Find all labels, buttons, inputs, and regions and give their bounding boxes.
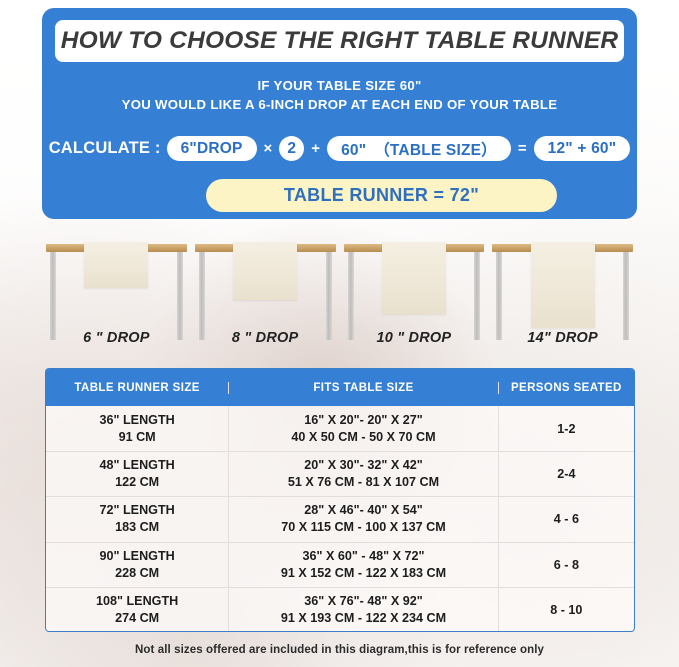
hero-subtitle-line-1: IF YOUR TABLE SIZE 60": [257, 78, 422, 93]
runner-size-cm: 274 CM: [115, 610, 160, 625]
cell-persons-seated: 2-4: [499, 452, 634, 496]
cell-fits-table-size: 36" X 76"- 48" X 92" 91 X 193 CM - 122 X …: [228, 587, 499, 631]
tabletop-left: [46, 244, 104, 252]
table-row: 90" LENGTH 228 CM 36" X 60" - 48" X 72" 91 …: [46, 541, 634, 587]
cell-runner-size: 36" LENGTH 91 CM: [46, 406, 228, 451]
cell-persons-seated: 1-2: [499, 406, 634, 451]
cell-runner-size: 72" LENGTH 183 CM: [46, 497, 228, 541]
size-chart-table: TABLE RUNNER SIZE FITS TABLE SIZE PERSON…: [45, 368, 635, 632]
table-row: 48" LENGTH 122 CM 20" X 30"- 32" X 42" 51 X…: [46, 451, 634, 497]
table-body: 36" LENGTH 91 CM 16" X 20"- 20" X 27" 40 X …: [46, 406, 634, 631]
table-runner-cloth: [381, 242, 446, 314]
hero-title-box: HOW TO CHOOSE THE RIGHT TABLE RUNNER: [55, 20, 624, 62]
table-runner-cloth: [233, 242, 298, 300]
runner-size-inches: 72" LENGTH: [99, 503, 175, 518]
multiply-operator-icon: ×: [263, 140, 273, 157]
column-header-fits-table-size: FITS TABLE SIZE: [228, 381, 499, 394]
table-leg-left: [496, 252, 503, 340]
cell-fits-table-size: 20" X 30"- 32" X 42" 51 X 76 CM - 81 X 10…: [228, 452, 499, 497]
table-runner-cloth: [530, 242, 595, 328]
table-leg-right: [474, 252, 481, 340]
runner-size-inches: 108" LENGTH: [96, 593, 179, 608]
runner-size-cm: 91 CM: [118, 429, 156, 444]
table-leg-right: [176, 252, 183, 340]
drop-illustration-4: 14" DROP: [488, 236, 637, 352]
persons-seated-value: 2-4: [557, 467, 576, 482]
drop-illustration-2: 8 " DROP: [191, 236, 340, 352]
drop-illustrations: 6 " DROP 8 " DROP 10 " DROP 14" DROP: [42, 236, 637, 352]
fits-size-inches: 16" X 20"- 20" X 27": [304, 412, 423, 427]
hero-panel: HOW TO CHOOSE THE RIGHT TABLE RUNNER IF …: [42, 8, 637, 219]
drop-label: 14" DROP: [527, 330, 598, 346]
tabletop-left: [194, 244, 253, 252]
table-row: 108" LENGTH 274 CM 36" X 76"- 48" X 92" 91 …: [46, 586, 634, 631]
table-leg-left: [347, 252, 354, 340]
cell-persons-seated: 4 - 6: [499, 497, 634, 541]
tabletop-left: [492, 244, 551, 252]
fits-size-cm: 70 X 115 CM - 100 X 137 CM: [281, 520, 446, 535]
cell-persons-seated: 8 - 10: [499, 588, 634, 631]
drop-label: 6 " DROP: [83, 330, 150, 346]
footnote: Not all sizes offered are included in th…: [134, 644, 545, 656]
equals-operator-icon: =: [517, 140, 527, 157]
drop-illustration-3: 10 " DROP: [340, 236, 489, 352]
column-header-runner-size: TABLE RUNNER SIZE: [74, 381, 200, 394]
persons-seated-value: 8 - 10: [550, 602, 583, 617]
persons-seated-value: 4 - 6: [553, 512, 579, 527]
runner-size-inches: 36" LENGTH: [99, 412, 175, 427]
runner-size-cm: 122 CM: [115, 475, 160, 490]
fits-size-cm: 40 X 50 CM - 50 X 70 CM: [291, 429, 436, 444]
table-runner-result-pill: TABLE RUNNER = 72": [206, 179, 557, 212]
tabletop-right: [128, 244, 187, 252]
drop-illustration-1: 6 " DROP: [42, 236, 191, 352]
fits-size-inches: 28" X 46"- 40" X 54": [304, 503, 423, 518]
column-header-persons-seated: PERSONS SEATED: [510, 381, 622, 394]
table-leg-right: [623, 252, 629, 340]
cell-fits-table-size: 16" X 20"- 20" X 27" 40 X 50 CM - 50 X 70…: [228, 406, 499, 452]
cell-runner-size: 108" LENGTH 274 CM: [46, 588, 228, 631]
cell-fits-table-size: 36" X 60" - 48" X 72" 91 X 152 CM - 122 X…: [228, 542, 499, 587]
calc-table-size-pill: 60" （TABLE SIZE）: [327, 136, 511, 161]
fits-size-inches: 36" X 60" - 48" X 72": [302, 548, 425, 563]
calc-result-pill: 12" + 60": [533, 136, 631, 161]
calc-drop-pill: 6"DROP: [166, 136, 257, 161]
table-row: 36" LENGTH 91 CM 16" X 20"- 20" X 27" 40 X …: [46, 406, 634, 452]
tabletop-right: [575, 244, 633, 252]
runner-size-inches: 48" LENGTH: [99, 458, 175, 473]
tabletop-right: [426, 244, 485, 252]
table-runner-cloth: [84, 242, 149, 288]
persons-seated-value: 6 - 8: [553, 557, 579, 572]
tabletop-right: [277, 244, 336, 252]
table-leg-right: [325, 252, 332, 340]
page-title: HOW TO CHOOSE THE RIGHT TABLE RUNNER: [60, 27, 619, 54]
calc-multiplier-pill: 2: [279, 136, 305, 161]
tabletop-left: [343, 244, 402, 252]
drop-label: 10 " DROP: [376, 330, 452, 346]
table-leg-left: [198, 252, 205, 340]
fits-size-inches: 36" X 76"- 48" X 92": [304, 593, 423, 608]
plus-operator-icon: +: [311, 140, 321, 157]
cell-fits-table-size: 28" X 46"- 40" X 54" 70 X 115 CM - 100 X …: [228, 497, 499, 542]
fits-size-cm: 91 X 193 CM - 122 X 234 CM: [280, 610, 447, 625]
fits-size-cm: 91 X 152 CM - 122 X 183 CM: [280, 565, 447, 580]
cell-runner-size: 48" LENGTH 122 CM: [46, 452, 228, 496]
hero-subtitle-line-2: YOU WOULD LIKE A 6-INCH DROP AT EACH END…: [121, 97, 558, 112]
table-runner-result-label: TABLE RUNNER = 72": [283, 185, 480, 205]
fits-size-inches: 20" X 30"- 32" X 42": [304, 458, 423, 473]
runner-size-cm: 183 CM: [115, 520, 160, 535]
runner-size-cm: 228 CM: [115, 565, 160, 580]
calculation-row: CALCULATE : 6"DROP × 2 + 60" （TABLE SIZE…: [42, 136, 637, 161]
drop-label: 8 " DROP: [231, 330, 299, 346]
table-row: 72" LENGTH 183 CM 28" X 46"- 40" X 54" 70 X…: [46, 496, 634, 542]
cell-runner-size: 90" LENGTH 228 CM: [46, 543, 228, 587]
runner-size-inches: 90" LENGTH: [99, 548, 175, 563]
table-leg-left: [50, 252, 56, 340]
calculate-label: CALCULATE :: [48, 139, 161, 157]
table-header-row: TABLE RUNNER SIZE FITS TABLE SIZE PERSON…: [46, 369, 634, 406]
fits-size-cm: 51 X 76 CM - 81 X 107 CM: [287, 475, 440, 490]
persons-seated-value: 1-2: [557, 421, 576, 436]
cell-persons-seated: 6 - 8: [499, 543, 634, 587]
